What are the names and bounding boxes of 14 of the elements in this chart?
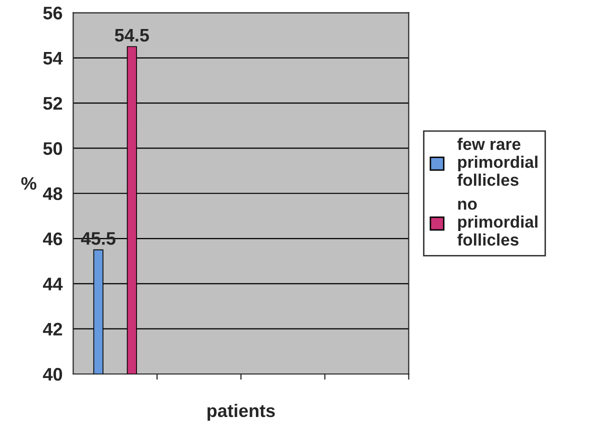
data-label: 54.5 xyxy=(114,29,149,42)
x-axis-title: patients xyxy=(208,404,275,421)
y-axis-title: % xyxy=(21,177,36,190)
y-tick-label: 42 xyxy=(42,322,62,336)
y-tick-label: 56 xyxy=(43,6,62,20)
y-tick-label: 40 xyxy=(42,368,62,381)
legend-label: few rare primordial follicles xyxy=(457,138,538,186)
y-tick-label: 46 xyxy=(42,232,62,246)
y-tick-label: 52 xyxy=(43,96,62,110)
legend-label: no primordial follicles xyxy=(457,200,538,246)
y-tick-label: 50 xyxy=(43,142,62,155)
y-tick-label: 54 xyxy=(43,52,63,65)
y-tick-label: 48 xyxy=(42,187,62,200)
y-tick-label: 44 xyxy=(42,278,63,290)
